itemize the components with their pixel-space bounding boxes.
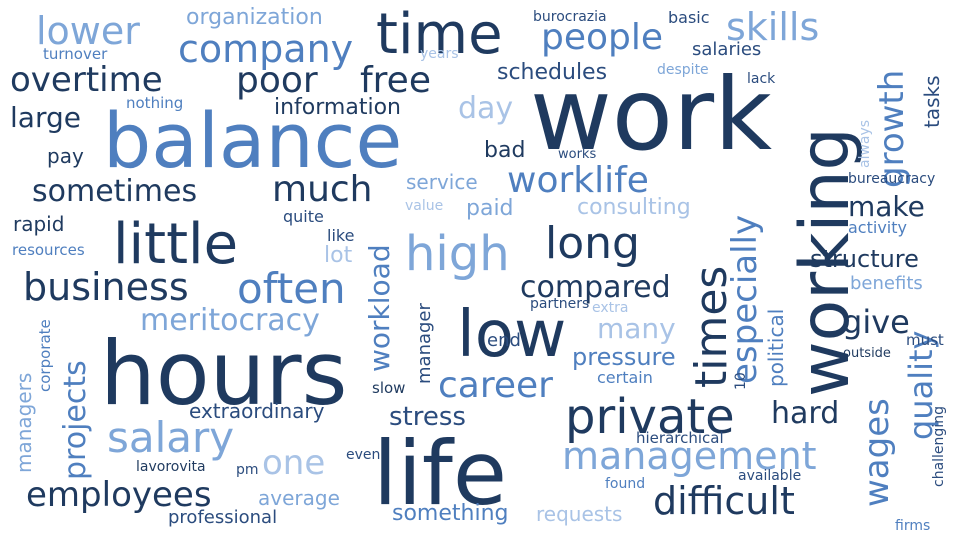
word-balance: balance: [103, 96, 403, 185]
word-slow: slow: [372, 379, 406, 397]
word-always: always: [857, 119, 873, 168]
word-something: something: [392, 501, 509, 526]
word-years: years: [420, 46, 459, 62]
word-firms: firms: [895, 518, 931, 534]
word-one: one: [262, 443, 326, 483]
word-hours: hours: [100, 322, 348, 425]
word-lack: lack: [747, 71, 776, 87]
word-people: people: [541, 17, 664, 58]
word-lower: lower: [36, 9, 140, 53]
word-especially: especially: [725, 214, 765, 384]
word-business: business: [23, 265, 189, 309]
word-tasks: tasks: [920, 75, 944, 128]
word-basic: basic: [668, 8, 710, 27]
word-paid: paid: [466, 196, 514, 221]
word-much: much: [272, 169, 373, 210]
word-average: average: [258, 486, 340, 510]
word-service: service: [406, 170, 478, 194]
word-value: value: [405, 198, 444, 214]
word-despite: despite: [657, 62, 709, 78]
word-free: free: [360, 60, 431, 101]
word-burocrazia: burocrazia: [533, 9, 607, 25]
word-many: many: [597, 312, 676, 345]
word-available: available: [738, 468, 802, 484]
word-salary: salary: [107, 413, 235, 462]
word-pressure: pressure: [572, 343, 676, 371]
word-make: make: [848, 190, 925, 223]
word-time: time: [376, 2, 503, 67]
word-works: works: [558, 147, 597, 162]
word-large: large: [10, 101, 81, 134]
word-requests: requests: [536, 502, 623, 526]
word-partners: partners: [530, 296, 590, 312]
word-pay: pay: [47, 144, 84, 168]
word-little: little: [113, 212, 239, 277]
word-salaries: salaries: [692, 39, 762, 60]
word-worklife: worklife: [507, 160, 649, 201]
word-wages: wages: [857, 398, 897, 507]
word-information: information: [274, 95, 401, 120]
word-projects: projects: [58, 360, 93, 480]
word-overtime: overtime: [10, 60, 163, 100]
word-low: low: [457, 298, 567, 372]
word-organization: organization: [186, 5, 323, 30]
word-company: company: [178, 27, 354, 71]
word-must: must: [906, 331, 944, 349]
word-turnover: turnover: [43, 45, 108, 63]
word-bad: bad: [484, 138, 526, 163]
word-lavorovita: lavorovita: [136, 459, 206, 475]
word-hard: hard: [771, 396, 840, 431]
word-employees: employees: [26, 475, 212, 515]
word-often: often: [237, 264, 346, 313]
word-benefits: benefits: [850, 273, 923, 294]
word-corporate: corporate: [36, 319, 54, 392]
word-activity: activity: [848, 218, 907, 237]
word-management: management: [562, 434, 817, 478]
word-difficult: difficult: [653, 479, 795, 523]
word-high: high: [405, 226, 510, 282]
word-long: long: [545, 218, 640, 269]
word-give: give: [842, 303, 910, 341]
word-compared: compared: [520, 270, 671, 305]
word-extraordinary: extraordinary: [189, 399, 325, 423]
word-manager: manager: [414, 303, 435, 384]
word-extra: extra: [592, 300, 629, 316]
word-lot: lot: [324, 243, 353, 268]
word-pm: pm: [236, 462, 259, 478]
word-hierarchical: hierarchical: [636, 429, 724, 447]
word-even: even: [346, 447, 381, 463]
word-career: career: [438, 365, 553, 406]
word-found: found: [605, 476, 646, 492]
word-consulting: consulting: [577, 195, 691, 220]
word-sometimes: sometimes: [32, 174, 198, 209]
word-private: private: [565, 389, 735, 445]
word-schedules: schedules: [497, 60, 608, 85]
word-work: work: [530, 56, 772, 173]
word-structure: structure: [810, 245, 919, 273]
word-rapid: rapid: [13, 212, 65, 236]
word-like: like: [327, 226, 355, 245]
word-day: day: [458, 91, 514, 126]
word-skills: skills: [726, 5, 820, 49]
word-bureaucracy: bureaucracy: [848, 171, 936, 187]
word-life: life: [373, 422, 508, 525]
word-certain: certain: [597, 368, 653, 387]
word-poor-free: poor: [236, 60, 318, 101]
word-workload: workload: [363, 244, 396, 372]
word-nothing: nothing: [126, 94, 184, 112]
word-political: political: [764, 308, 788, 387]
word-challenging: challenging: [931, 406, 947, 487]
word-quite: quite: [283, 207, 324, 226]
word-professional: professional: [168, 507, 278, 528]
word-resources: resources: [12, 241, 85, 259]
word-10: 10: [733, 372, 749, 390]
word-stress: stress: [389, 402, 466, 432]
word-end: end: [487, 330, 521, 351]
word-managers: managers: [12, 372, 36, 473]
word-outside: outside: [843, 346, 891, 361]
word-meritocracy: meritocracy: [140, 303, 320, 338]
